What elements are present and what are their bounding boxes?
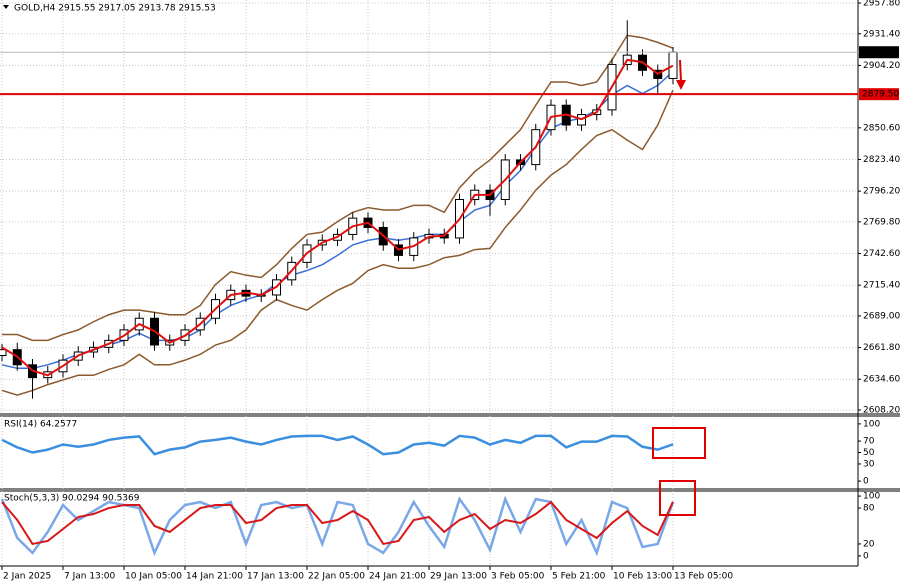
x-tick-label: 22 Jan 05:00 [308, 572, 365, 582]
price-label: 2915.53 [862, 48, 899, 58]
level-label: 2879.50 [862, 90, 899, 100]
x-tick-label: 2 Jan 2025 [3, 572, 51, 582]
y-tick-label: 2957.80 [863, 0, 900, 9]
y-tick-label: 2796.20 [863, 187, 900, 197]
candle-body [0, 349, 7, 356]
y-tick-label: 2742.60 [863, 249, 900, 259]
x-tick-label: 29 Jan 13:00 [430, 572, 487, 582]
x-tick-label: 5 Feb 21:00 [552, 572, 606, 582]
y-tick-label: 20 [863, 539, 875, 549]
y-tick-label: 2904.20 [863, 61, 900, 71]
overlay-line [1, 58, 674, 377]
y-tick-label: 2823.40 [863, 155, 900, 165]
y-tick-label: 2689.00 [863, 311, 900, 321]
y-tick-label: 80 [863, 504, 875, 514]
stoch-title: Stoch(5,3,3) 90.0294 90.5369 [4, 494, 140, 504]
overlay-line [1, 70, 674, 370]
y-tick-label: 2715.40 [863, 281, 900, 291]
y-tick-label: 0 [863, 551, 869, 561]
indicator-line [1, 434, 674, 456]
x-tick-label: 17 Jan 13:00 [247, 572, 304, 582]
highlight-box [659, 480, 696, 516]
y-tick-label: 2661.80 [863, 343, 900, 353]
arrow-head [676, 80, 686, 90]
y-tick-label: 0 [863, 477, 869, 487]
x-tick-label: 7 Jan 13:00 [64, 572, 116, 582]
candle-body [668, 51, 678, 79]
level-label-box [859, 88, 899, 101]
y-tick-label: 2850.60 [863, 123, 900, 133]
y-tick-label: 100 [863, 419, 880, 429]
y-tick-label: 2931.40 [863, 29, 900, 39]
y-tick-label: 100 [863, 492, 880, 502]
arrow [679, 59, 682, 83]
highlight-box [652, 427, 706, 459]
y-tick-label: 2634.60 [863, 375, 900, 385]
y-tick-label: 2769.80 [863, 217, 900, 227]
main-title: GOLD,H4 2915.55 2917.05 2913.78 2915.53 [14, 4, 216, 14]
x-tick-label: 3 Feb 05:00 [491, 572, 545, 582]
menu-icon [3, 5, 9, 9]
y-tick-label: 30 [863, 459, 875, 469]
x-tick-label: 14 Jan 21:00 [186, 572, 243, 582]
indicator-line [0, 495, 675, 557]
rsi-title: RSI(14) 64.2577 [4, 420, 77, 430]
x-tick-label: 10 Feb 13:00 [613, 572, 672, 582]
indicator-line [1, 500, 674, 546]
x-tick-label: 13 Feb 05:00 [674, 572, 733, 582]
y-tick-label: 70 [863, 437, 875, 447]
y-tick-label: 2608.20 [863, 405, 900, 415]
overlay-line [2, 34, 674, 342]
x-tick-label: 10 Jan 05:00 [125, 572, 182, 582]
overlay-line [1, 89, 674, 396]
price-label-box [859, 46, 899, 59]
y-tick-label: 50 [863, 448, 875, 458]
x-tick-label: 24 Jan 21:00 [369, 572, 426, 582]
